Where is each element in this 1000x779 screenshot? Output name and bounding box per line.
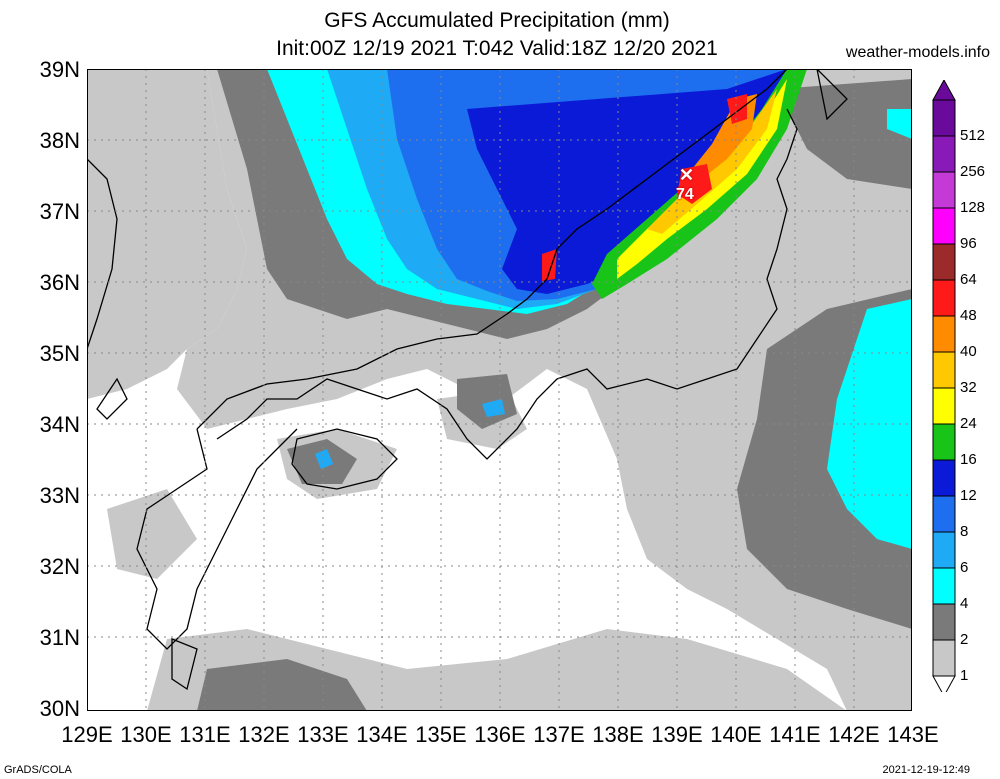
colorbar-cell — [932, 639, 956, 677]
colorbar-level-label: 24 — [960, 415, 977, 432]
precip-32mm-areas — [647, 89, 777, 234]
lat-label: 32N — [39, 554, 80, 579]
lon-label: 138E — [592, 722, 644, 747]
colorbar-level-label: 16 — [960, 451, 977, 468]
lat-label: 39N — [39, 57, 80, 82]
lat-label: 33N — [39, 483, 80, 508]
colorbar-cell — [932, 423, 956, 461]
colorbar-cell — [932, 207, 956, 245]
colorbar-level-label: 6 — [960, 559, 969, 576]
precip-48mm-areas — [542, 94, 747, 281]
colorbar-level-label: 64 — [960, 271, 977, 288]
colorbar-top-arrow — [932, 80, 956, 101]
colorbar-cell — [932, 495, 956, 533]
graticule — [87, 69, 912, 711]
colorbar-level-label: 96 — [960, 235, 977, 252]
colorbar-cell — [932, 279, 956, 317]
colorbar-level-label: 256 — [960, 163, 986, 180]
colorbar-cell — [932, 135, 956, 173]
lon-label: 140E — [710, 722, 762, 747]
colorbar-level-label: 2 — [960, 631, 969, 648]
footer-timestamp: 2021-12-19-12:49 — [882, 764, 970, 776]
colorbar-cell — [932, 351, 956, 389]
lon-label: 139E — [651, 722, 703, 747]
lat-label: 34N — [39, 412, 80, 437]
colorbar-cell — [932, 567, 956, 605]
colorbar — [932, 80, 956, 692]
colorbar-cell — [932, 243, 956, 281]
colorbar-level-label: 4 — [960, 595, 969, 612]
max-marker-icon: ✕ — [679, 165, 695, 185]
colorbar-level-label: 12 — [960, 487, 977, 504]
lon-label: 131E — [179, 722, 231, 747]
lon-label: 133E — [297, 722, 349, 747]
colorbar-cells — [932, 80, 956, 692]
lon-label: 136E — [474, 722, 526, 747]
lon-label: 137E — [533, 722, 585, 747]
precip-12mm-areas — [467, 69, 787, 294]
lon-label: 143E — [887, 722, 939, 747]
colorbar-cell — [932, 531, 956, 569]
lat-label: 31N — [39, 625, 80, 650]
lat-label: 36N — [39, 270, 80, 295]
max-value-label: 74 — [676, 186, 694, 203]
colorbar-level-label: 48 — [960, 307, 977, 324]
colorbar-level-label: 32 — [960, 379, 977, 396]
colorbar-cell — [932, 315, 956, 353]
colorbar-cell — [932, 459, 956, 497]
footer-software: GrADS/COLA — [4, 764, 72, 776]
colorbar-bottom-arrow — [932, 675, 956, 692]
colorbar-cell — [932, 603, 956, 641]
lat-label: 30N — [39, 696, 80, 721]
lon-label: 135E — [415, 722, 467, 747]
chart-subtitle: Init:00Z 12/19 2021 T:042 Valid:18Z 12/2… — [276, 37, 718, 60]
precipitation-map — [87, 69, 912, 711]
lon-label: 134E — [356, 722, 408, 747]
lon-label: 132E — [238, 722, 290, 747]
website-label: weather-models.info — [845, 44, 990, 61]
colorbar-level-label: 40 — [960, 343, 977, 360]
lon-label: 129E — [61, 722, 113, 747]
colorbar-level-label: 128 — [960, 199, 986, 216]
coastlines — [87, 69, 848, 691]
colorbar-cell — [932, 99, 956, 137]
colorbar-level-label: 8 — [960, 523, 969, 540]
colorbar-cell — [932, 387, 956, 425]
lon-label: 142E — [828, 722, 880, 747]
colorbar-cell — [932, 171, 956, 209]
lon-label: 141E — [769, 722, 821, 747]
lon-label: 130E — [120, 722, 172, 747]
lat-label: 35N — [39, 341, 80, 366]
chart-title: GFS Accumulated Precipitation (mm) — [324, 9, 670, 32]
colorbar-level-label: 1 — [960, 667, 969, 684]
lat-label: 38N — [39, 128, 80, 153]
colorbar-level-label: 512 — [960, 127, 986, 144]
lat-label: 37N — [39, 199, 80, 224]
